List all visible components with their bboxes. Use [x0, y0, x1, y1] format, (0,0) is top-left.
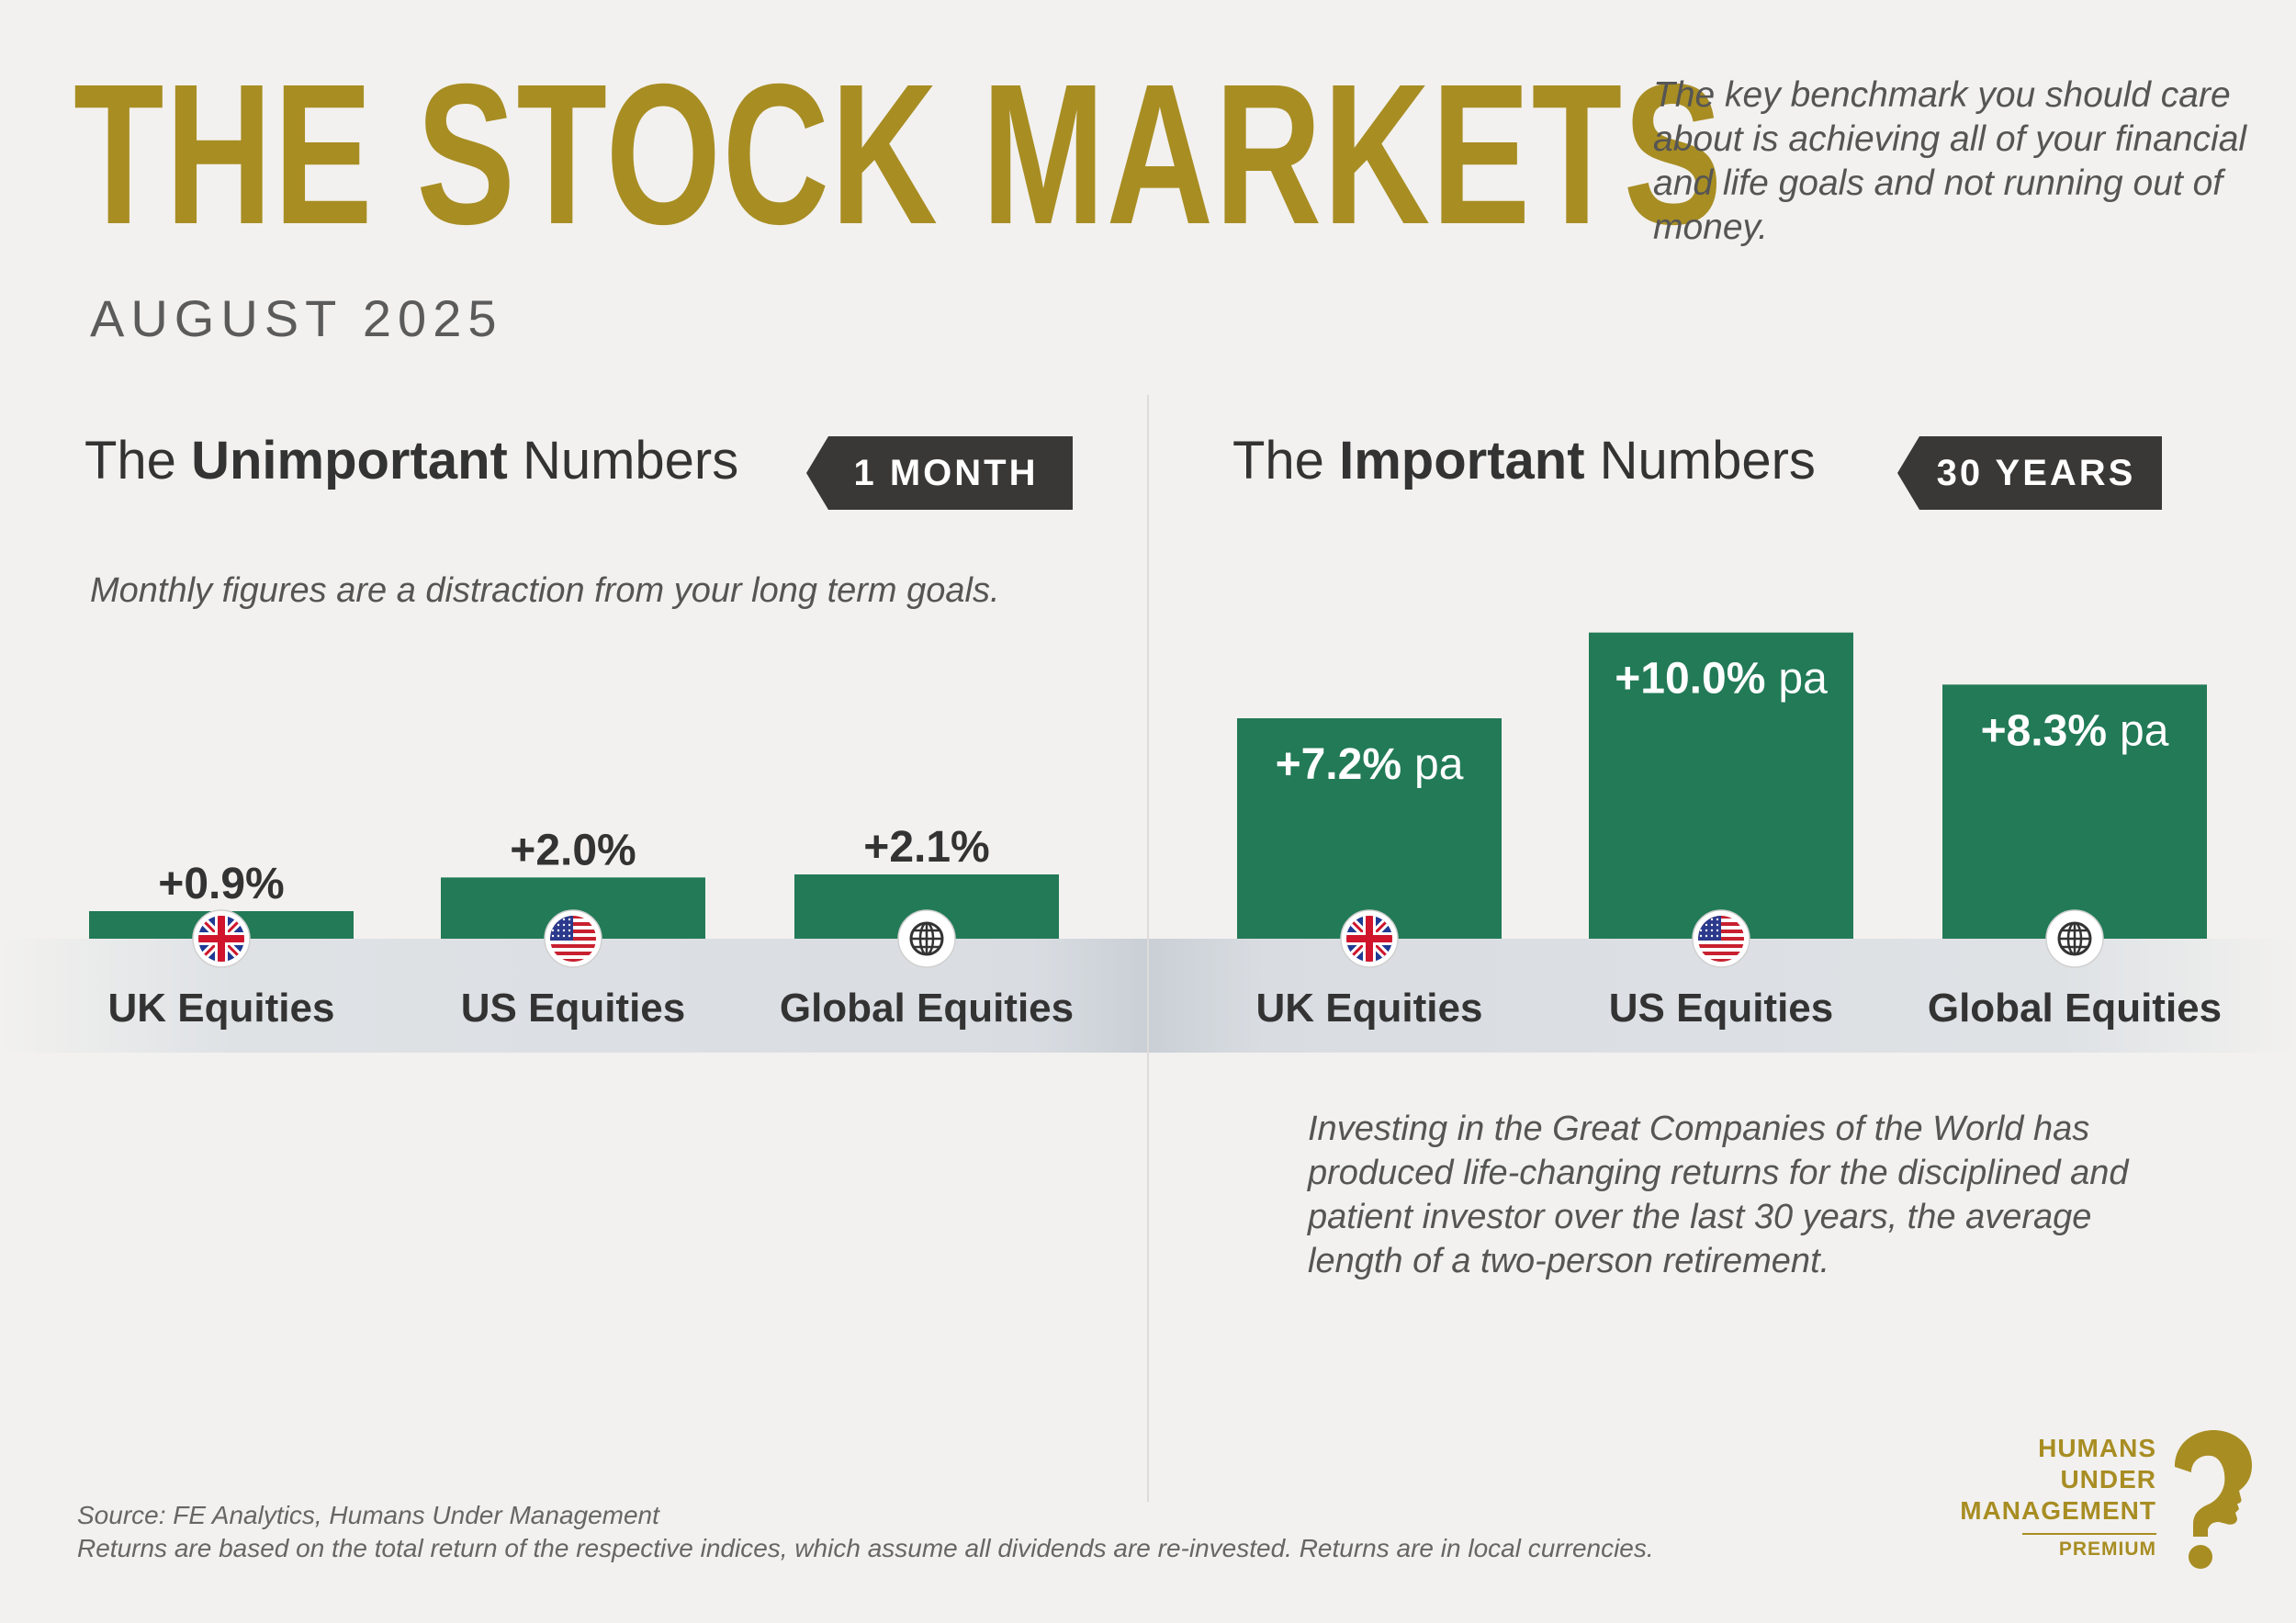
uk-flag-icon [192, 909, 251, 968]
thirty-year-bar-3 [1942, 684, 2207, 939]
right-heading-prefix: The [1232, 431, 1324, 490]
right-heading-emphasis: Important [1339, 431, 1585, 490]
us-flag-icon [1692, 909, 1750, 968]
logo-line-management: MANAGEMENT [1960, 1496, 2156, 1525]
right-panel-heading: The Important Numbers [1232, 430, 1816, 491]
thirty-year-value-label-2: +10.0% pa [1615, 655, 1828, 704]
thirty-year-bar-1 [1237, 718, 1502, 939]
left-period-tag-label: 1 MONTH [853, 452, 1039, 493]
one-month-value-label-3: +2.1% [863, 823, 989, 872]
source-footnote: Source: FE Analytics, Humans Under Manag… [77, 1499, 1654, 1565]
right-period-tag-label: 30 YEARS [1936, 452, 2136, 493]
thirty-year-chart-svg: +7.2% pa UK Equities +10.0% pa US Equities +8.… [1237, 632, 2222, 1031]
source-line: Source: FE Analytics, Humans Under Manag… [77, 1501, 659, 1529]
left-heading-prefix: The [84, 431, 176, 490]
disclaimer-line: Returns are based on the total return of… [77, 1534, 1654, 1562]
thirty-year-category-label-1: UK Equities [1256, 986, 1483, 1031]
question-head-icon [2175, 1430, 2252, 1569]
thirty-year-category-label-2: US Equities [1609, 986, 1834, 1031]
right-panel-note: Investing in the Great Companies of the … [1308, 1110, 2129, 1280]
left-heading-suffix: Numbers [522, 431, 739, 490]
panel-divider [1147, 395, 1149, 1502]
logo-premium-badge: PREMIUM [2021, 1533, 2156, 1561]
logo-line-under: UNDER [2060, 1465, 2156, 1493]
brand-logo: HUMANS UNDER MANAGEMENT PREMIUM [1929, 1428, 2259, 1575]
left-panel-heading: The Unimportant Numbers [84, 430, 738, 491]
left-period-tag: 1 MONTH [806, 436, 1073, 510]
logo-line-humans: HUMANS [2038, 1434, 2156, 1462]
right-period-tag: 30 YEARS [1897, 436, 2162, 510]
thirty-year-value-label-1: +7.2% pa [1276, 740, 1464, 789]
one-month-value-label-2: +2.0% [510, 826, 636, 874]
one-month-value-label-1: +0.9% [158, 860, 284, 908]
one-month-category-label-1: UK Equities [108, 986, 335, 1031]
right-heading-suffix: Numbers [1599, 431, 1816, 490]
one-month-category-label-2: US Equities [461, 986, 686, 1031]
thirty-year-category-label-3: Global Equities [1928, 986, 2222, 1031]
one-month-chart-svg: +0.9% UK Equities +2.0% US Equities +2.1% Glo… [89, 823, 1074, 1031]
thirty-year-bar-2 [1589, 632, 1853, 939]
page-title: THE STOCK MARKETS [73, 43, 1724, 266]
uk-flag-icon [1340, 909, 1399, 968]
us-flag-icon [544, 909, 602, 968]
page-subtitle: AUGUST 2025 [90, 289, 503, 347]
thirty-year-chart: +7.2% pa UK Equities +10.0% pa US Equities +8.… [1148, 0, 2296, 1053]
left-panel-note: Monthly figures are a distraction from y… [90, 571, 1000, 610]
intro-note: The key benchmark you should care about … [1653, 75, 2247, 247]
left-heading-emphasis: Unimportant [191, 431, 508, 490]
one-month-chart: +0.9% UK Equities +2.0% US Equities +2.1% Glo… [0, 0, 1148, 1053]
globe-icon [2045, 909, 2104, 968]
globe-icon [897, 909, 956, 968]
one-month-category-label-3: Global Equities [780, 986, 1074, 1031]
thirty-year-value-label-3: +8.3% pa [1981, 706, 2169, 755]
